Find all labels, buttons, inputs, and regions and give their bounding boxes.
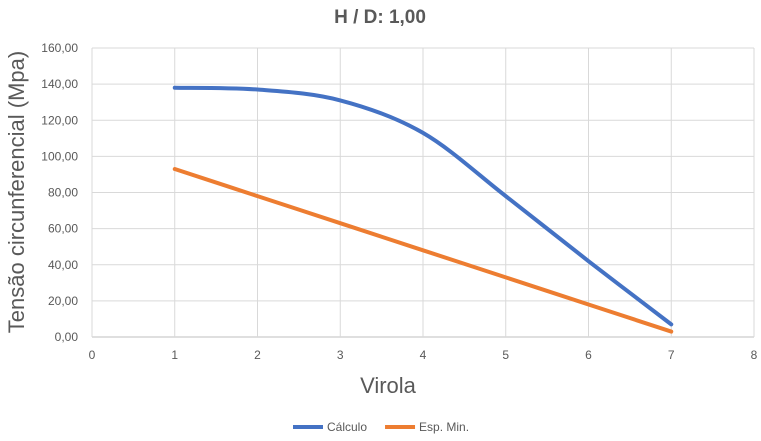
x-tick-label: 6: [585, 348, 592, 362]
x-axis-ticks: 0 1 2 3 4 5 6 7 8: [89, 348, 758, 362]
data-point: [174, 87, 175, 88]
data-point: [257, 196, 258, 197]
y-tick-label: 100,00: [41, 149, 78, 163]
x-tick-label: 7: [668, 348, 675, 362]
data-point: [505, 277, 506, 278]
data-point: [423, 132, 424, 133]
y-tick-label: 60,00: [48, 222, 78, 236]
data-point: [588, 261, 589, 262]
y-tick-label: 0,00: [55, 330, 79, 344]
x-tick-label: 1: [171, 348, 178, 362]
grid: [91, 47, 755, 338]
y-axis-label: Tensão circunferencial (Mpa): [4, 51, 29, 333]
x-tick-label: 4: [420, 348, 427, 362]
data-point: [257, 89, 258, 90]
data-point: [340, 223, 341, 224]
x-axis-label: Virola: [360, 373, 417, 398]
data-point: [671, 331, 672, 332]
y-tick-label: 120,00: [41, 113, 78, 127]
series-line-2: [172, 167, 674, 334]
x-tick-label: 2: [254, 348, 261, 362]
chart-title: H / D: 1,00: [334, 7, 426, 28]
y-tick-label: 80,00: [48, 186, 78, 200]
data-point: [505, 196, 506, 197]
x-tick-label: 8: [751, 348, 758, 362]
legend: Cálculo Esp. Min.: [293, 420, 469, 434]
y-axis-ticks: 0,00 20,00 40,00 60,00 80,00 100,00 120,00 140,…: [41, 41, 78, 344]
x-tick-label: 0: [89, 348, 96, 362]
legend-label-1: Cálculo: [327, 420, 367, 434]
data-point: [174, 169, 175, 170]
series-lines: [172, 85, 674, 334]
x-tick-label: 3: [337, 348, 344, 362]
y-tick-label: 40,00: [48, 258, 78, 272]
data-point: [671, 324, 672, 325]
x-tick-label: 5: [502, 348, 509, 362]
y-tick-label: 140,00: [41, 77, 78, 91]
legend-label-2: Esp. Min.: [419, 420, 469, 434]
y-tick-label: 20,00: [48, 294, 78, 308]
data-point: [423, 250, 424, 251]
data-point: [588, 304, 589, 305]
y-tick-label: 160,00: [41, 41, 78, 55]
series-line-1: [172, 85, 674, 327]
data-point: [340, 100, 341, 101]
